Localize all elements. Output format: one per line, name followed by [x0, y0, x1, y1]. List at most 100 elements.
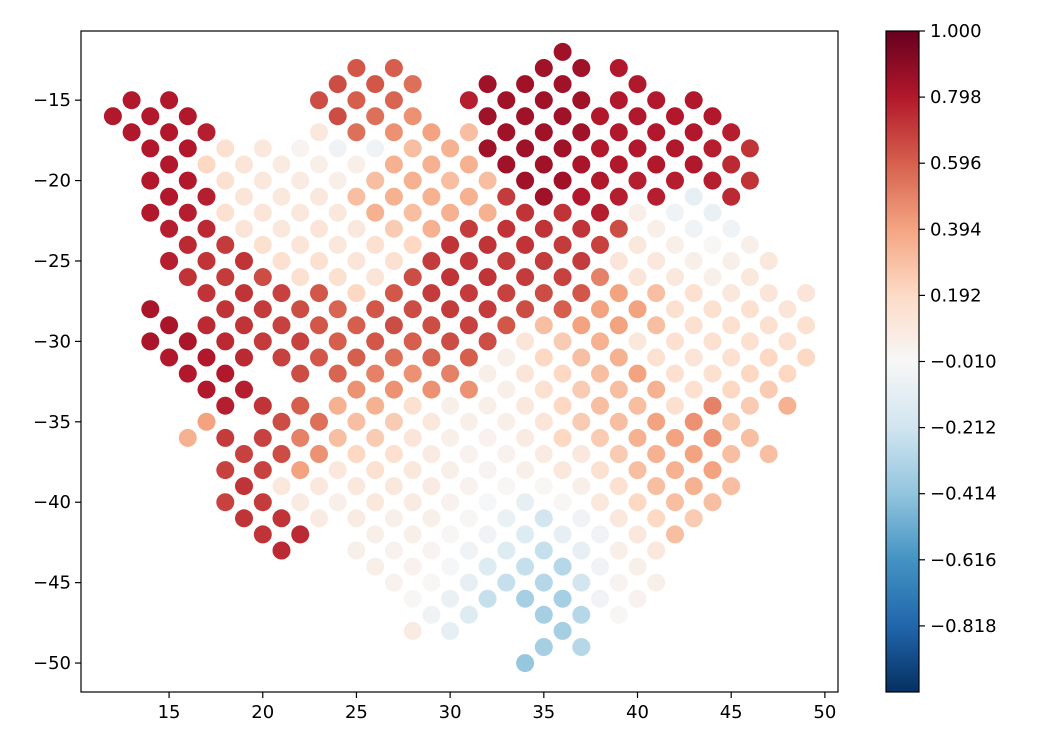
data-point: [647, 252, 666, 270]
data-point: [141, 107, 160, 126]
data-point: [628, 171, 647, 190]
y-tick-label: −20: [33, 171, 71, 192]
data-point: [553, 364, 572, 383]
data-point: [572, 412, 591, 431]
data-point: [553, 171, 572, 190]
data-point: [253, 300, 272, 319]
data-point: [497, 348, 516, 367]
data-point: [197, 155, 216, 174]
data-point: [553, 557, 572, 576]
data-point: [703, 332, 722, 351]
data-point: [759, 252, 778, 270]
data-point: [141, 139, 160, 158]
data-point: [572, 219, 591, 238]
data-point: [197, 252, 216, 270]
data-point: [122, 91, 141, 110]
data-point: [197, 219, 216, 238]
data-point: [347, 477, 366, 496]
data-point: [422, 573, 441, 592]
data-point: [516, 235, 535, 254]
data-point: [403, 364, 422, 383]
data-point: [666, 268, 684, 287]
x-tick-label: 15: [158, 702, 181, 723]
data-point: [740, 332, 759, 351]
data-point: [703, 461, 722, 480]
data-point: [684, 155, 703, 174]
data-point: [291, 332, 310, 351]
data-point: [478, 557, 497, 576]
data-point: [497, 316, 516, 335]
data-point: [253, 203, 272, 222]
data-point: [478, 139, 497, 158]
data-point: [422, 477, 441, 496]
data-point: [366, 525, 385, 544]
data-point: [628, 107, 647, 126]
data-point: [328, 493, 347, 512]
data-point: [534, 348, 553, 367]
data-point: [403, 557, 422, 576]
data-point: [628, 364, 647, 383]
data-point: [478, 203, 497, 222]
y-axis: −15 −20 −25 −30 −35 −40 −45 −50: [33, 90, 81, 674]
data-point: [441, 461, 460, 480]
data-point: [647, 509, 666, 528]
data-point: [459, 284, 478, 303]
data-point: [253, 235, 272, 254]
data-point: [347, 59, 366, 77]
data-point: [722, 252, 741, 270]
data-point: [441, 396, 460, 415]
data-point: [366, 235, 385, 254]
data-point: [253, 332, 272, 351]
data-point: [572, 252, 591, 270]
data-point: [160, 91, 179, 110]
data-point: [591, 396, 609, 415]
data-point: [684, 123, 703, 142]
data-point: [272, 541, 291, 560]
data-point: [684, 91, 703, 110]
data-point: [272, 219, 291, 238]
data-point: [347, 219, 366, 238]
data-point: [459, 541, 478, 560]
data-point: [310, 509, 328, 528]
data-point: [384, 348, 403, 367]
data-point: [553, 332, 572, 351]
plot-frame: [80, 30, 839, 693]
data-point: [722, 284, 741, 303]
data-point: [366, 203, 385, 222]
data-point: [553, 203, 572, 222]
colorbar-tick-label: 0.596: [930, 153, 982, 174]
data-point: [516, 493, 535, 512]
data-point: [703, 171, 722, 190]
data-point: [291, 396, 310, 415]
data-point: [478, 364, 497, 383]
data-point: [647, 284, 666, 303]
data-point: [553, 621, 572, 640]
data-point: [759, 380, 778, 399]
data-point: [628, 525, 647, 544]
data-point: [553, 461, 572, 480]
data-point: [310, 252, 328, 270]
data-point: [609, 59, 628, 77]
data-point: [591, 203, 609, 222]
data-point: [384, 59, 403, 77]
data-point: [534, 638, 553, 656]
data-point: [272, 284, 291, 303]
data-point: [216, 461, 235, 480]
data-point: [441, 364, 460, 383]
data-point: [384, 477, 403, 496]
data-point: [403, 235, 422, 254]
data-point: [478, 525, 497, 544]
data-point: [703, 493, 722, 512]
data-point: [647, 380, 666, 399]
data-point: [366, 461, 385, 480]
data-point: [272, 252, 291, 270]
data-point: [609, 187, 628, 206]
data-point: [628, 557, 647, 576]
data-point: [422, 123, 441, 142]
data-point: [534, 316, 553, 335]
data-point: [628, 493, 647, 512]
data-point: [609, 252, 628, 270]
data-point: [403, 621, 422, 640]
data-point: [422, 219, 441, 238]
data-point: [666, 171, 684, 190]
